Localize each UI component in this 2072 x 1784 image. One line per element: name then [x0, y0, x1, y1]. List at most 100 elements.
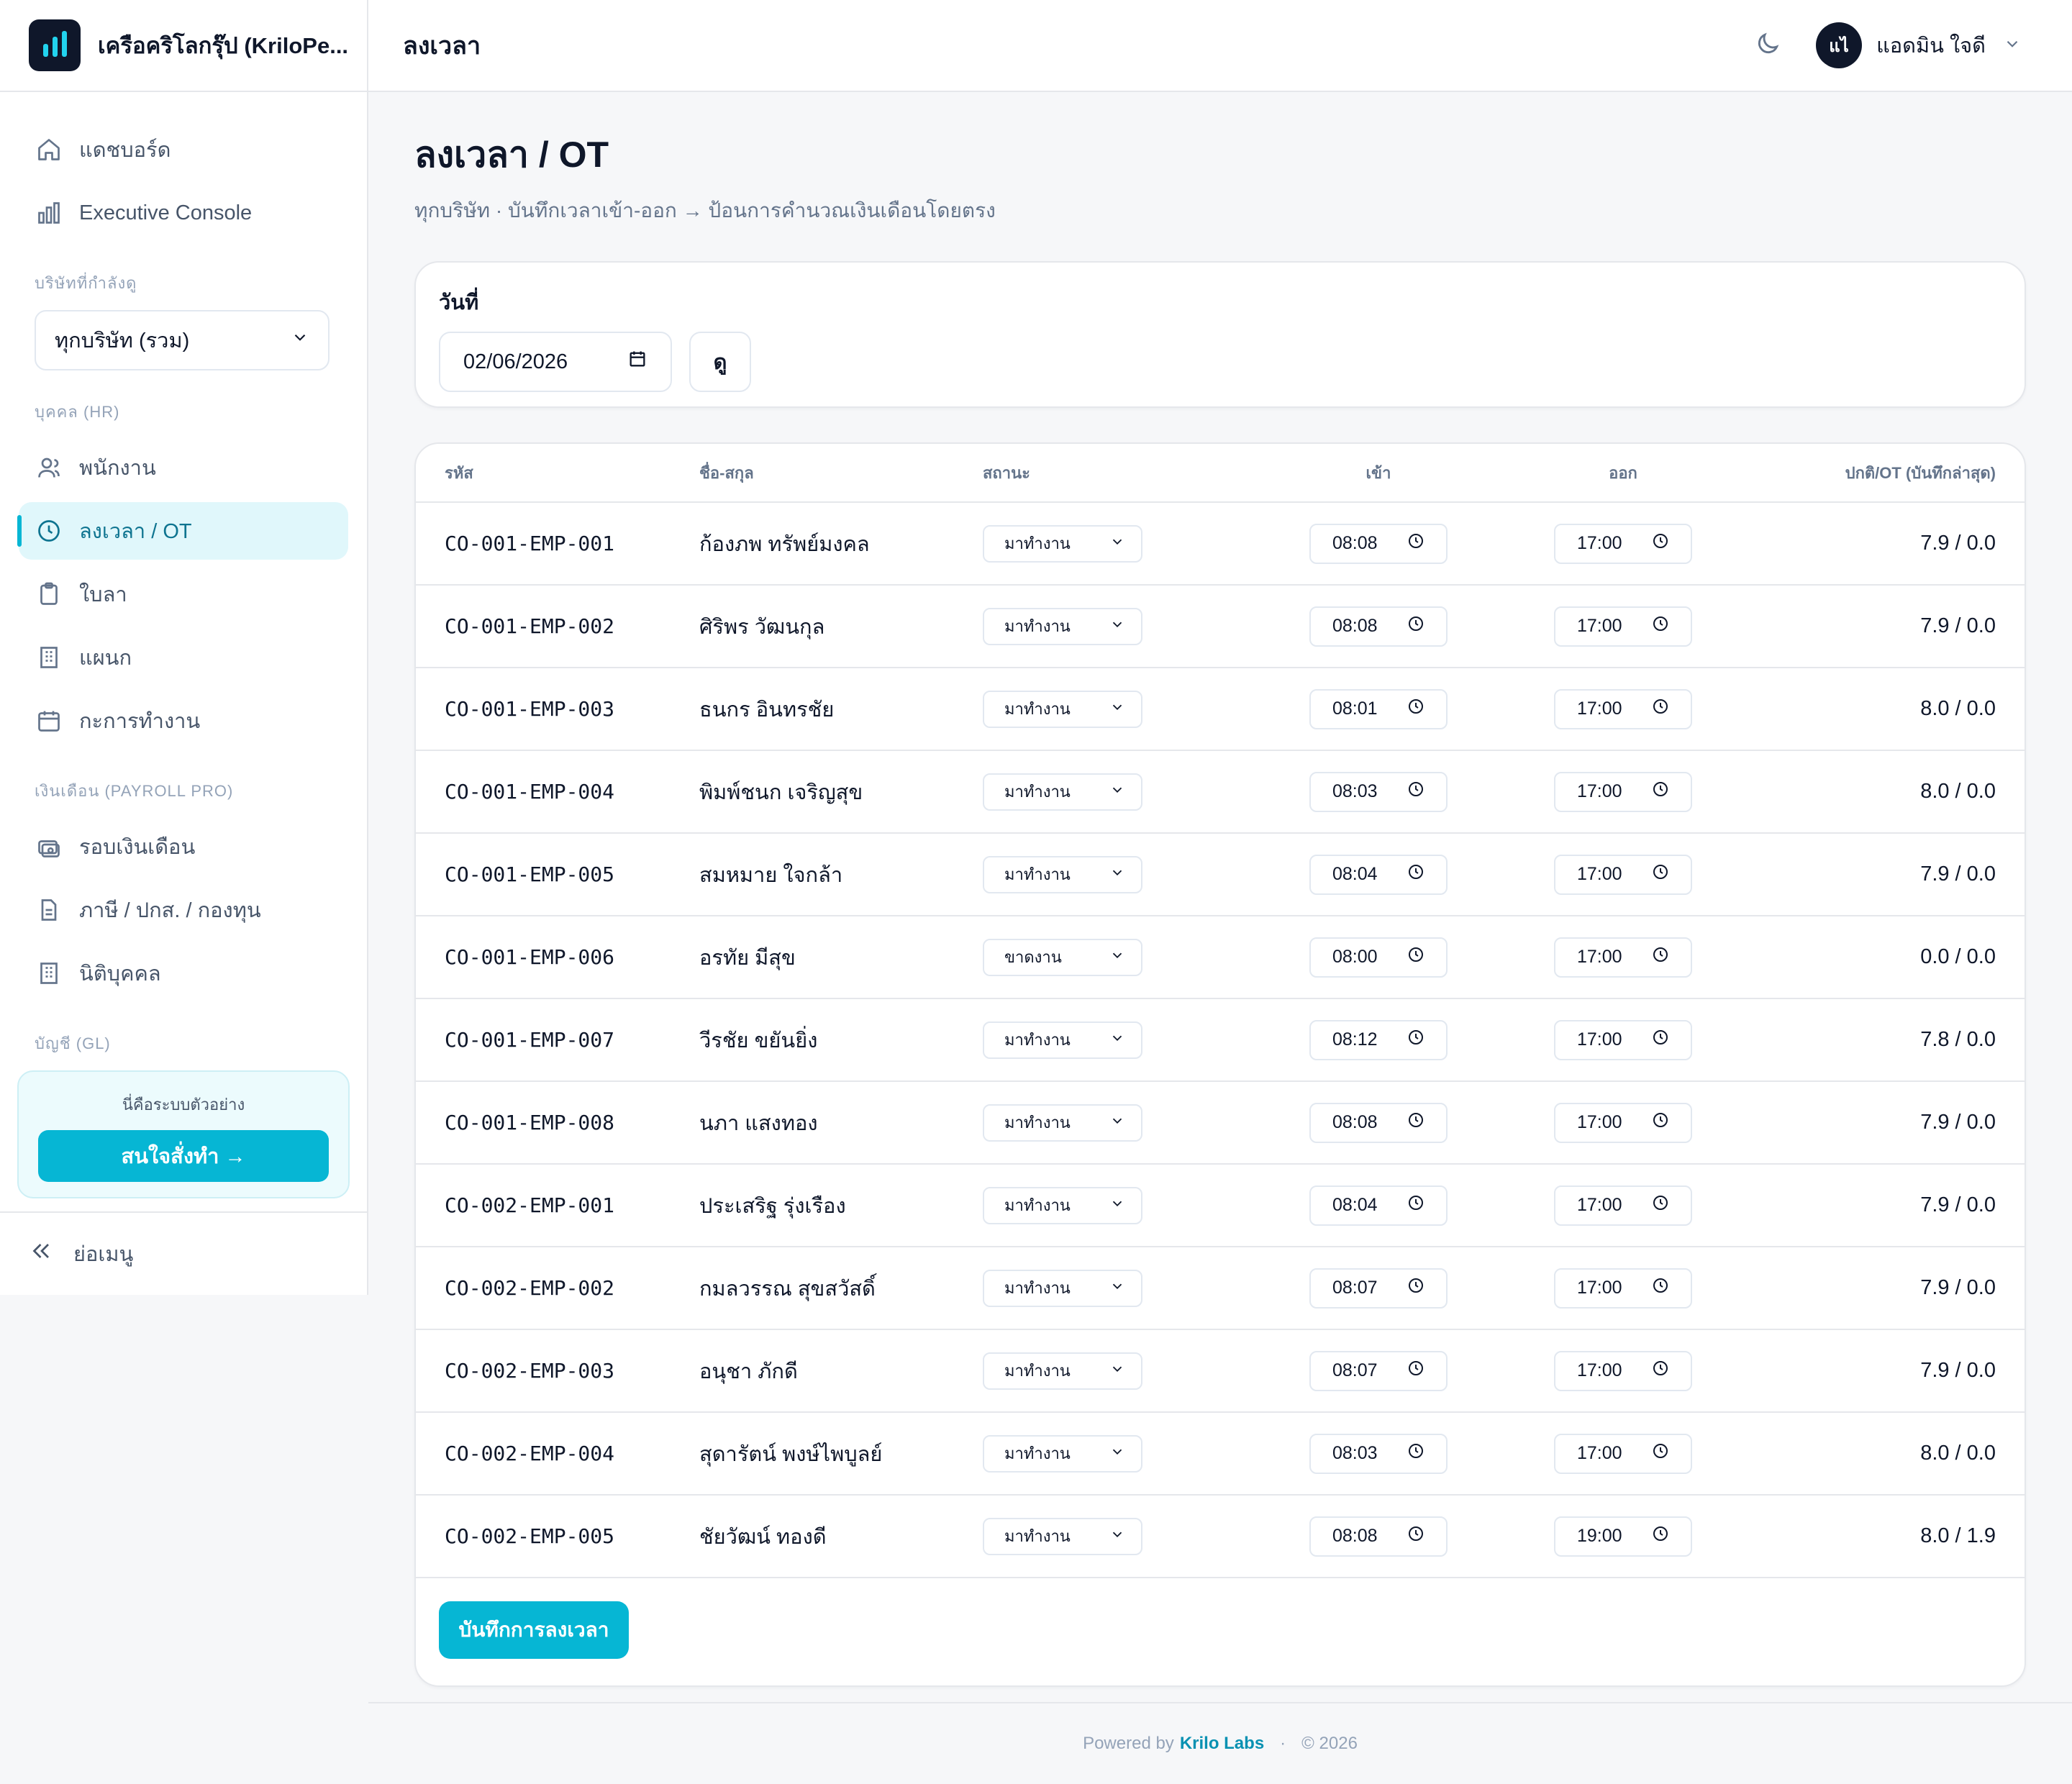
clock-icon[interactable]	[1407, 780, 1424, 803]
clock-icon[interactable]	[1407, 1442, 1424, 1465]
status-select[interactable]: มาทำงาน	[983, 607, 1142, 645]
time-in-input[interactable]: 08:07	[1309, 1350, 1448, 1391]
clock-icon[interactable]	[1652, 946, 1669, 968]
clock-icon[interactable]	[1407, 532, 1424, 555]
time-in-input[interactable]: 08:08	[1309, 1516, 1448, 1557]
clock-icon[interactable]	[1652, 698, 1669, 720]
time-out-input[interactable]: 17:00	[1554, 1433, 1692, 1474]
save-attendance-button[interactable]: บันทึกการลงเวลา	[439, 1601, 629, 1659]
sidebar-item-legal-entity[interactable]: นิติบุคคล	[19, 945, 348, 1002]
status-select[interactable]: ขาดงาน	[983, 938, 1142, 976]
avatar[interactable]: แไ	[1816, 22, 1863, 68]
sidebar-item-attendance[interactable]: ลงเวลา / OT	[17, 502, 348, 560]
time-out-input[interactable]: 17:00	[1554, 523, 1692, 564]
sidebar-item-employees[interactable]: พนักงาน	[19, 439, 348, 496]
demo-promo-box: นี่คือระบบตัวอย่าง สนใจสั่งทำ →	[17, 1070, 350, 1198]
time-out-input[interactable]: 19:00	[1554, 1516, 1692, 1557]
status-select[interactable]: มาทำงาน	[983, 1186, 1142, 1224]
time-in-input[interactable]: 08:00	[1309, 937, 1448, 978]
time-in-input[interactable]: 08:08	[1309, 606, 1448, 647]
time-out-input[interactable]: 17:00	[1554, 688, 1692, 729]
hours-regular-ot: 7.9 / 0.0	[1920, 1193, 1996, 1216]
time-in-input[interactable]: 08:03	[1309, 1433, 1448, 1474]
sidebar-item-payroll-runs[interactable]: รอบเงินเดือน	[19, 818, 348, 875]
time-in-input[interactable]: 08:08	[1309, 523, 1448, 564]
status-select[interactable]: มาทำงาน	[983, 524, 1142, 563]
order-now-button[interactable]: สนใจสั่งทำ →	[38, 1130, 329, 1182]
clock-icon[interactable]	[1652, 1277, 1669, 1299]
time-out-input[interactable]: 17:00	[1554, 771, 1692, 812]
date-input[interactable]: 02/06/2026	[439, 332, 672, 392]
clock-icon[interactable]	[1407, 1111, 1424, 1134]
time-out-input[interactable]: 17:00	[1554, 854, 1692, 895]
time-out-input[interactable]: 17:00	[1554, 606, 1692, 647]
time-out-input[interactable]: 17:00	[1554, 937, 1692, 978]
employee-id: CO-001-EMP-007	[445, 1028, 615, 1052]
status-value: มาทำงาน	[1004, 534, 1071, 552]
user-name[interactable]: แอดมิน ใจดี	[1876, 35, 1986, 58]
status-value: มาทำงาน	[1004, 1444, 1071, 1462]
clock-icon[interactable]	[1652, 1442, 1669, 1465]
time-in-value: 08:12	[1332, 1029, 1378, 1050]
time-in-input[interactable]: 08:07	[1309, 1268, 1448, 1309]
employee-name: วีรชัย ขยันยิ่ง	[699, 1029, 818, 1052]
clock-icon[interactable]	[1407, 615, 1424, 637]
hours-regular-ot: 7.9 / 0.0	[1920, 532, 1996, 555]
status-select[interactable]: มาทำงาน	[983, 1434, 1142, 1473]
time-out-input[interactable]: 17:00	[1554, 1019, 1692, 1060]
clock-icon[interactable]	[1407, 698, 1424, 720]
time-out-input[interactable]: 17:00	[1554, 1350, 1692, 1391]
time-in-input[interactable]: 08:03	[1309, 771, 1448, 812]
company-select[interactable]: ทุกบริษัท (รวม)	[35, 310, 330, 370]
employee-id: CO-001-EMP-002	[445, 614, 615, 638]
clock-icon[interactable]	[1652, 1360, 1669, 1382]
time-out-input[interactable]: 17:00	[1554, 1185, 1692, 1226]
status-select[interactable]: มาทำงาน	[983, 1352, 1142, 1390]
clock-icon[interactable]	[1652, 1194, 1669, 1216]
time-out-input[interactable]: 17:00	[1554, 1268, 1692, 1309]
time-in-input[interactable]: 08:01	[1309, 688, 1448, 729]
clock-icon[interactable]	[1407, 1525, 1424, 1547]
clock-icon[interactable]	[1652, 780, 1669, 803]
time-out-input[interactable]: 17:00	[1554, 1102, 1692, 1143]
clock-icon[interactable]	[1407, 1029, 1424, 1051]
calendar-icon[interactable]	[627, 349, 648, 375]
clock-icon[interactable]	[1652, 1029, 1669, 1051]
status-select[interactable]: มาทำงาน	[983, 1269, 1142, 1307]
clock-icon[interactable]	[1407, 1277, 1424, 1299]
view-button[interactable]: ดู	[689, 332, 751, 392]
status-select[interactable]: มาทำงาน	[983, 1517, 1142, 1555]
status-select[interactable]: มาทำงาน	[983, 773, 1142, 811]
time-in-input[interactable]: 08:12	[1309, 1019, 1448, 1060]
sidebar-item-tax[interactable]: ภาษี / ปกส. / กองทุน	[19, 881, 348, 939]
clock-icon[interactable]	[1407, 863, 1424, 886]
sidebar-item-executive-console[interactable]: Executive Console	[19, 184, 348, 242]
clock-icon	[35, 516, 63, 545]
sidebar-item-departments[interactable]: แผนก	[19, 629, 348, 686]
clock-icon[interactable]	[1407, 1194, 1424, 1216]
time-in-input[interactable]: 08:04	[1309, 1185, 1448, 1226]
status-select[interactable]: มาทำงาน	[983, 1103, 1142, 1142]
collapse-menu-button[interactable]: ย่อเมนู	[0, 1211, 367, 1295]
sidebar-item-shifts[interactable]: กะการทำงาน	[19, 692, 348, 750]
clock-icon[interactable]	[1652, 615, 1669, 637]
clock-icon[interactable]	[1652, 1111, 1669, 1134]
status-select[interactable]: มาทำงาน	[983, 690, 1142, 728]
clock-icon[interactable]	[1652, 532, 1669, 555]
clock-icon[interactable]	[1407, 1360, 1424, 1382]
sidebar-item-leave[interactable]: ใบลา	[19, 565, 348, 623]
chevron-down-icon[interactable]	[2003, 35, 2022, 57]
time-in-input[interactable]: 08:08	[1309, 1102, 1448, 1143]
dark-mode-toggle-icon[interactable]	[1754, 30, 1781, 61]
table-row: CO-001-EMP-004 พิมพ์ชนก เจริญสุข มาทำงาน 08…	[416, 751, 2025, 834]
clock-icon[interactable]	[1652, 1525, 1669, 1547]
status-select[interactable]: มาทำงาน	[983, 1021, 1142, 1059]
clock-icon[interactable]	[1407, 946, 1424, 968]
time-in-input[interactable]: 08:04	[1309, 854, 1448, 895]
footer-brand-link[interactable]: Krilo Labs	[1179, 1734, 1265, 1753]
sidebar-item-dashboard[interactable]: แดชบอร์ด	[19, 121, 348, 178]
header-in: เข้า	[1366, 463, 1391, 482]
status-select[interactable]: มาทำงาน	[983, 855, 1142, 893]
clock-icon[interactable]	[1652, 863, 1669, 886]
brand[interactable]: เครือคริโลกรุ๊ป (KriloPe...	[0, 0, 367, 92]
